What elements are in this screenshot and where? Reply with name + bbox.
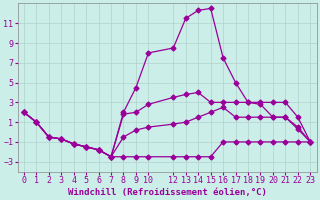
X-axis label: Windchill (Refroidissement éolien,°C): Windchill (Refroidissement éolien,°C) — [68, 188, 267, 197]
